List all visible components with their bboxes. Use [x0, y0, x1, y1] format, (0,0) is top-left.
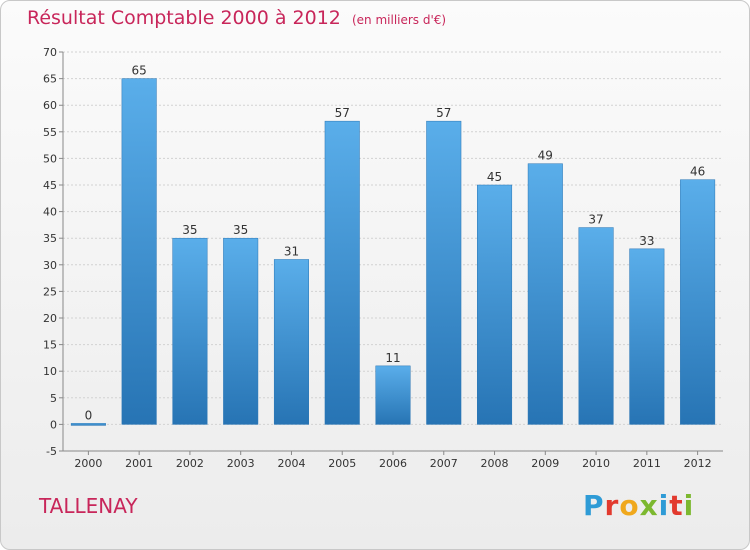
data-label: 35 [233, 223, 248, 237]
bar-2010 [578, 227, 614, 425]
data-label: 31 [284, 244, 299, 258]
x-tick-label: 2010 [582, 457, 610, 470]
y-tick-label: 45 [43, 179, 57, 192]
y-tick-label: 65 [43, 73, 57, 86]
logo-letter: r [604, 489, 620, 522]
proxiti-logo: Proxiti [583, 489, 694, 522]
bar-2000 [70, 423, 106, 426]
bar-2004 [273, 259, 309, 425]
bar-2008 [477, 184, 513, 425]
y-tick-label: 35 [43, 232, 57, 245]
chart-subtitle: (en milliers d'€) [351, 13, 447, 27]
y-tick-label: 40 [43, 206, 57, 219]
y-tick-label: 50 [43, 152, 57, 165]
logo-letter: P [583, 489, 605, 522]
logo-letter: i [658, 489, 670, 522]
x-tick-label: 2003 [227, 457, 255, 470]
bar-2001 [121, 78, 157, 425]
x-tick-label: 2009 [531, 457, 559, 470]
bar-2012 [680, 179, 716, 425]
x-tick-label: 2000 [74, 457, 102, 470]
y-tick-label: 55 [43, 126, 57, 139]
bar-2006 [375, 365, 411, 425]
logo-letter: o [619, 489, 640, 522]
data-label: 65 [132, 64, 147, 78]
x-tick-label: 2002 [176, 457, 204, 470]
x-tick-label: 2001 [125, 457, 153, 470]
x-tick-label: 2004 [277, 457, 305, 470]
y-tick-label: -5 [46, 445, 57, 458]
x-tick-label: 2008 [481, 457, 509, 470]
data-label: 57 [436, 106, 451, 120]
title-row: Résultat Comptable 2000 à 2012 (en milli… [27, 7, 446, 29]
data-label: 0 [85, 408, 93, 422]
data-label: 57 [335, 106, 350, 120]
logo-letter: i [683, 489, 695, 522]
bar-2005 [324, 120, 360, 425]
data-label: 11 [385, 351, 400, 365]
x-tick-label: 2006 [379, 457, 407, 470]
data-label: 45 [487, 170, 502, 184]
logo-letter: x [639, 489, 659, 522]
data-label: 46 [690, 165, 705, 179]
y-tick-label: 10 [43, 365, 57, 378]
y-tick-label: 60 [43, 99, 57, 112]
x-tick-label: 2012 [684, 457, 712, 470]
bar-2003 [223, 237, 259, 425]
y-tick-label: 5 [50, 392, 57, 405]
x-tick-label: 2005 [328, 457, 356, 470]
town-name: TALLENAY [39, 494, 138, 518]
data-label: 35 [182, 223, 197, 237]
chart-title: Résultat Comptable 2000 à 2012 [27, 7, 341, 29]
logo-letter: t [669, 489, 684, 522]
bar-2009 [527, 163, 563, 425]
y-tick-label: 15 [43, 339, 57, 352]
data-label: 37 [588, 213, 603, 227]
y-tick-label: 0 [50, 418, 57, 431]
data-label: 49 [538, 149, 553, 163]
bar-2011 [629, 248, 665, 425]
bar-2007 [426, 120, 462, 425]
data-label: 33 [639, 234, 654, 248]
y-tick-label: 25 [43, 285, 57, 298]
x-tick-label: 2011 [633, 457, 661, 470]
bar-2002 [172, 237, 208, 425]
y-tick-label: 70 [43, 46, 57, 59]
y-tick-label: 30 [43, 259, 57, 272]
x-tick-label: 2007 [430, 457, 458, 470]
y-tick-label: 20 [43, 312, 57, 325]
